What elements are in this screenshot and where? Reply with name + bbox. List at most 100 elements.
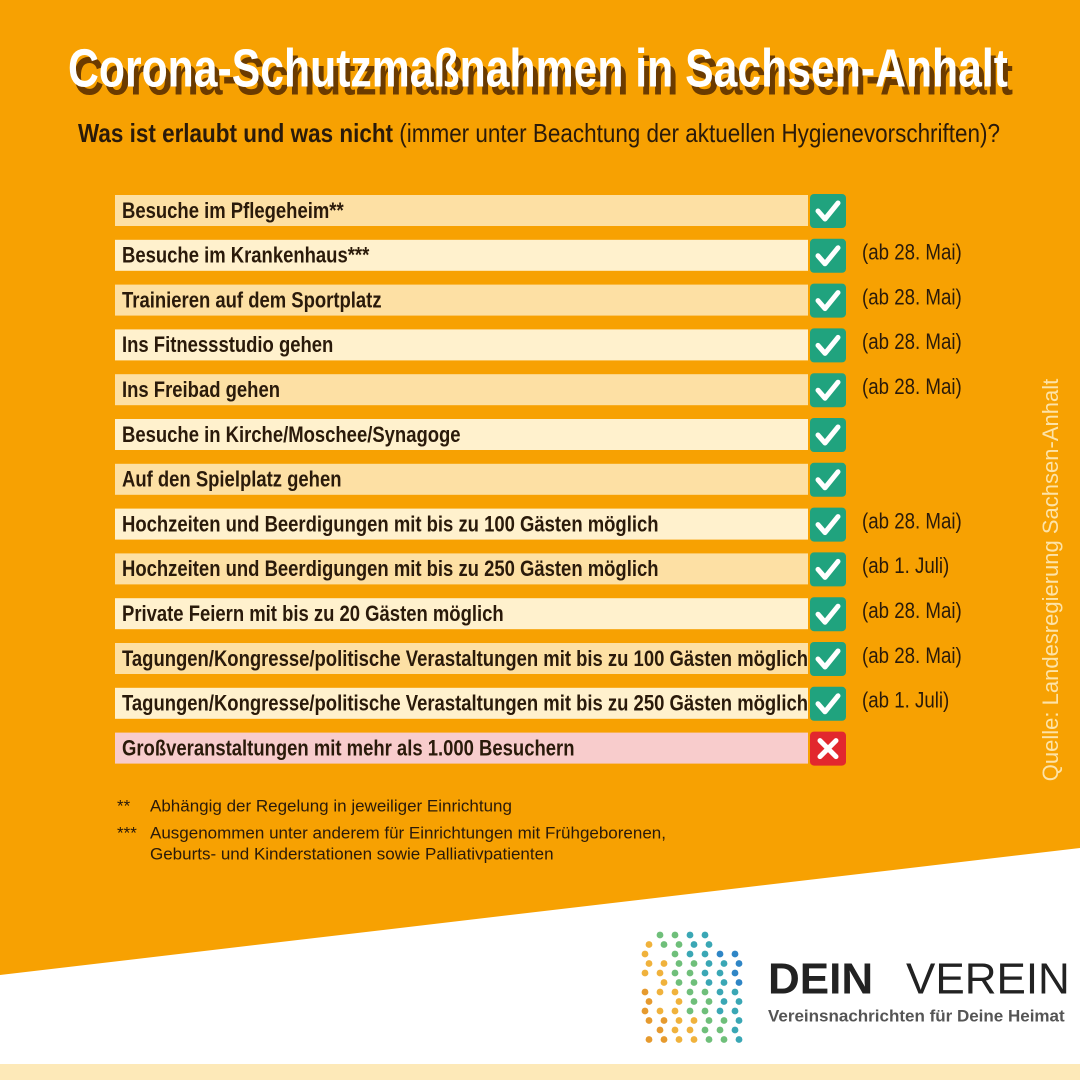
logo-dot	[641, 969, 649, 977]
row-label: Großveranstaltungen mit mehr als 1.000 B…	[122, 737, 574, 761]
subtitle: Was ist erlaubt und was nicht (immer unt…	[78, 118, 1000, 148]
icon-box	[810, 373, 846, 408]
logo-dot	[690, 1017, 698, 1024]
logo-icon	[641, 931, 743, 1043]
logo-dot	[701, 931, 709, 939]
logo-dot	[735, 979, 743, 986]
logo-dot	[701, 950, 709, 958]
logo-dot	[735, 1017, 743, 1024]
subtitle-rest: (immer unter Beachtung der aktuellen Hyg…	[399, 118, 1000, 148]
check-mark	[815, 648, 841, 670]
logo-dot	[716, 988, 724, 996]
row-note: (ab 1. Juli)	[862, 555, 949, 579]
title-shadow: Corona-Schutzmaßnahmen in Sachsen-Anhalt	[73, 46, 1013, 106]
logo-dot	[675, 960, 683, 967]
logo-dot	[690, 998, 698, 1005]
check-icon	[810, 283, 846, 318]
logo-dot	[735, 1036, 743, 1043]
row-note: (ab 28. Mai)	[862, 600, 962, 624]
logo-dot	[645, 1017, 653, 1024]
logo-dot	[705, 960, 713, 967]
logo-dot	[701, 988, 709, 996]
logo-dot	[671, 969, 679, 977]
logo-dot	[716, 969, 724, 977]
logo-dot	[671, 950, 679, 958]
row-bar	[115, 508, 808, 540]
icon-box	[810, 283, 846, 318]
check-mark	[815, 558, 841, 580]
logo-dot	[716, 950, 724, 958]
row-label: Besuche im Krankenhaus***	[122, 244, 369, 268]
footnote-line: Geburts- und Kinderstationen sowie Palli…	[150, 844, 554, 863]
row-bar	[115, 643, 808, 674]
check-mark	[815, 603, 841, 625]
source: Quelle: Landesregierung Sachsen-Anhalt	[1038, 379, 1063, 781]
logo-dot	[686, 931, 694, 939]
check-icon	[810, 194, 846, 228]
check-icon	[810, 238, 846, 273]
icon-box	[810, 238, 846, 273]
logo-dot	[686, 1026, 694, 1034]
row-label: Besuche in Kirche/Moschee/Synagoge	[122, 423, 461, 447]
icon-box	[810, 462, 846, 497]
icon-box	[810, 328, 846, 363]
logo-dot	[660, 1017, 668, 1024]
row-note: (ab 28. Mai)	[862, 241, 962, 265]
check-icon	[810, 686, 846, 721]
logo-dot	[731, 969, 739, 977]
check-icon	[810, 328, 846, 363]
footnotes: ** Abhängig der Regelung in jeweiliger Ei…	[117, 796, 666, 863]
icon-box	[810, 642, 846, 676]
footnote-line: Abhängig der Regelung in jeweiliger Einr…	[150, 796, 512, 815]
logo-dot	[720, 979, 728, 986]
logo-dot	[690, 979, 698, 986]
logo-dot	[720, 1017, 728, 1024]
logo-dot	[731, 1007, 739, 1015]
row-note: (ab 28. Mai)	[862, 510, 962, 534]
logo-dot	[731, 1026, 739, 1034]
logo-dot	[690, 1036, 698, 1043]
row-bar	[115, 553, 808, 585]
row-bar	[115, 329, 808, 361]
logo-dot	[675, 998, 683, 1005]
white-band	[0, 848, 1080, 1080]
row-note: (ab 28. Mai)	[862, 644, 962, 668]
icon-box	[810, 597, 846, 632]
check-icon	[810, 418, 846, 452]
check-icon	[810, 462, 846, 497]
check-mark	[815, 200, 841, 222]
logo-dot	[660, 941, 668, 948]
footnote-line: Ausgenommen unter anderem für Einrichtun…	[150, 823, 666, 842]
logo-dot	[731, 950, 739, 958]
row-note: (ab 1. Juli)	[862, 689, 949, 713]
logo-dot	[735, 960, 743, 967]
logo-dot	[645, 998, 653, 1005]
logo-dot	[645, 941, 653, 948]
row-label: Tagungen/Kongresse/politische Verastaltu…	[122, 692, 808, 716]
cross-icon	[810, 731, 846, 766]
logo-dot	[660, 960, 668, 967]
logo-dot	[671, 931, 679, 939]
logo-dot	[686, 1007, 694, 1015]
footnote-marker: ***	[117, 823, 137, 842]
row-bar	[115, 598, 808, 630]
check-icon	[810, 597, 846, 632]
row-bar	[115, 463, 808, 495]
row-bar	[115, 732, 808, 764]
logo-dot	[645, 1036, 653, 1043]
logo-dot	[671, 1026, 679, 1034]
logo-dot	[660, 979, 668, 986]
row-bar	[115, 239, 808, 271]
logo-dot	[686, 969, 694, 977]
row-label: Private Feiern mit bis zu 20 Gästen mögl…	[122, 603, 504, 627]
logo-dot	[705, 941, 713, 948]
logo-dot	[641, 988, 649, 996]
logo-dot	[641, 950, 649, 958]
check-icon	[810, 373, 846, 408]
logo-dot	[675, 941, 683, 948]
logo-word2: VEREIN	[906, 955, 1070, 1004]
logo-dot	[720, 960, 728, 967]
row-label: Trainieren auf dem Sportplatz	[122, 289, 382, 313]
